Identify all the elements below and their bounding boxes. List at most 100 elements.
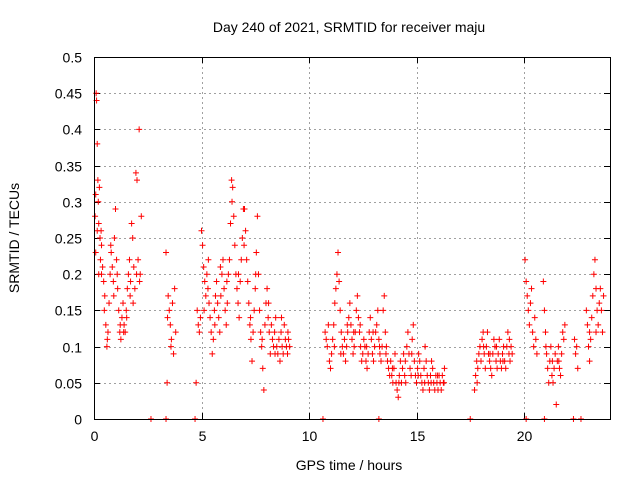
data-point — [212, 292, 219, 299]
data-point — [120, 329, 127, 336]
data-point — [129, 235, 136, 241]
data-point — [411, 358, 418, 365]
data-point — [252, 285, 259, 292]
data-point — [332, 285, 339, 292]
data-point — [475, 350, 482, 357]
data-point — [429, 365, 436, 372]
data-point — [335, 249, 342, 256]
data-point — [249, 358, 256, 365]
data-point — [117, 321, 124, 328]
data-point — [132, 169, 139, 176]
data-point — [131, 285, 138, 292]
data-point — [343, 343, 350, 350]
data-point — [487, 365, 494, 372]
data-point — [127, 292, 134, 299]
data-point — [553, 401, 560, 408]
data-point — [354, 292, 361, 299]
data-point — [246, 321, 253, 328]
data-point — [338, 329, 345, 336]
data-point — [499, 358, 506, 365]
data-point — [597, 285, 604, 292]
data-point — [571, 336, 578, 343]
data-point — [499, 350, 506, 357]
data-point — [593, 329, 600, 336]
data-point — [573, 343, 580, 350]
data-point — [355, 314, 362, 321]
data-point — [196, 329, 203, 336]
data-point — [163, 249, 170, 256]
data-point — [353, 307, 360, 314]
data-point — [367, 314, 374, 321]
data-point — [402, 379, 409, 386]
data-point — [531, 314, 538, 321]
data-point — [281, 321, 288, 328]
data-point — [526, 321, 533, 328]
data-point — [527, 300, 534, 307]
data-point — [381, 292, 388, 299]
data-point — [167, 321, 174, 328]
data-point — [421, 365, 428, 372]
data-point — [241, 242, 248, 249]
data-point — [541, 307, 548, 314]
data-point — [533, 350, 540, 357]
data-point — [421, 379, 428, 386]
data-point — [336, 278, 343, 285]
data-point — [213, 278, 220, 285]
data-point — [272, 314, 279, 321]
data-point — [138, 213, 145, 220]
y-tick-label: 0.15 — [55, 303, 82, 319]
data-point — [200, 263, 207, 270]
data-point — [271, 329, 278, 336]
data-point — [167, 343, 174, 350]
data-point — [373, 321, 380, 328]
data-point — [164, 379, 171, 386]
data-point — [217, 292, 224, 299]
data-point — [112, 206, 119, 213]
data-point — [229, 184, 236, 191]
data-point — [502, 365, 509, 372]
data-point — [134, 177, 140, 184]
data-point — [264, 285, 271, 292]
data-point — [229, 198, 236, 205]
data-point — [259, 336, 266, 343]
data-point — [108, 249, 115, 256]
data-point — [523, 278, 530, 285]
data-point — [245, 300, 252, 307]
data-point — [337, 307, 344, 314]
data-point — [376, 343, 383, 350]
data-point — [193, 379, 200, 386]
data-point — [235, 271, 242, 278]
data-point — [480, 343, 487, 350]
data-point — [395, 394, 402, 401]
data-point — [389, 365, 396, 372]
data-point — [326, 358, 333, 365]
grid-lines — [94, 57, 610, 419]
y-tick-label: 0.05 — [55, 376, 82, 392]
data-point — [509, 350, 516, 357]
data-point — [135, 256, 142, 263]
data-point — [204, 285, 211, 292]
data-point — [589, 292, 596, 299]
data-point — [127, 278, 134, 285]
data-point — [268, 321, 275, 328]
data-point — [231, 242, 238, 249]
data-points — [92, 90, 607, 422]
data-point — [114, 271, 121, 278]
data-point — [530, 343, 537, 350]
data-point — [428, 358, 435, 365]
data-point — [415, 372, 422, 379]
data-point — [374, 307, 381, 314]
y-tick-label: 0.5 — [63, 50, 83, 66]
data-point — [164, 314, 171, 321]
data-point — [330, 321, 337, 328]
data-point — [542, 329, 549, 336]
data-point — [586, 329, 593, 336]
data-point — [507, 358, 514, 365]
data-point — [388, 372, 395, 379]
data-point — [258, 343, 265, 350]
data-point — [235, 300, 242, 307]
data-point — [588, 314, 595, 321]
data-point — [284, 329, 291, 336]
data-point — [265, 300, 272, 307]
data-point — [583, 307, 590, 314]
